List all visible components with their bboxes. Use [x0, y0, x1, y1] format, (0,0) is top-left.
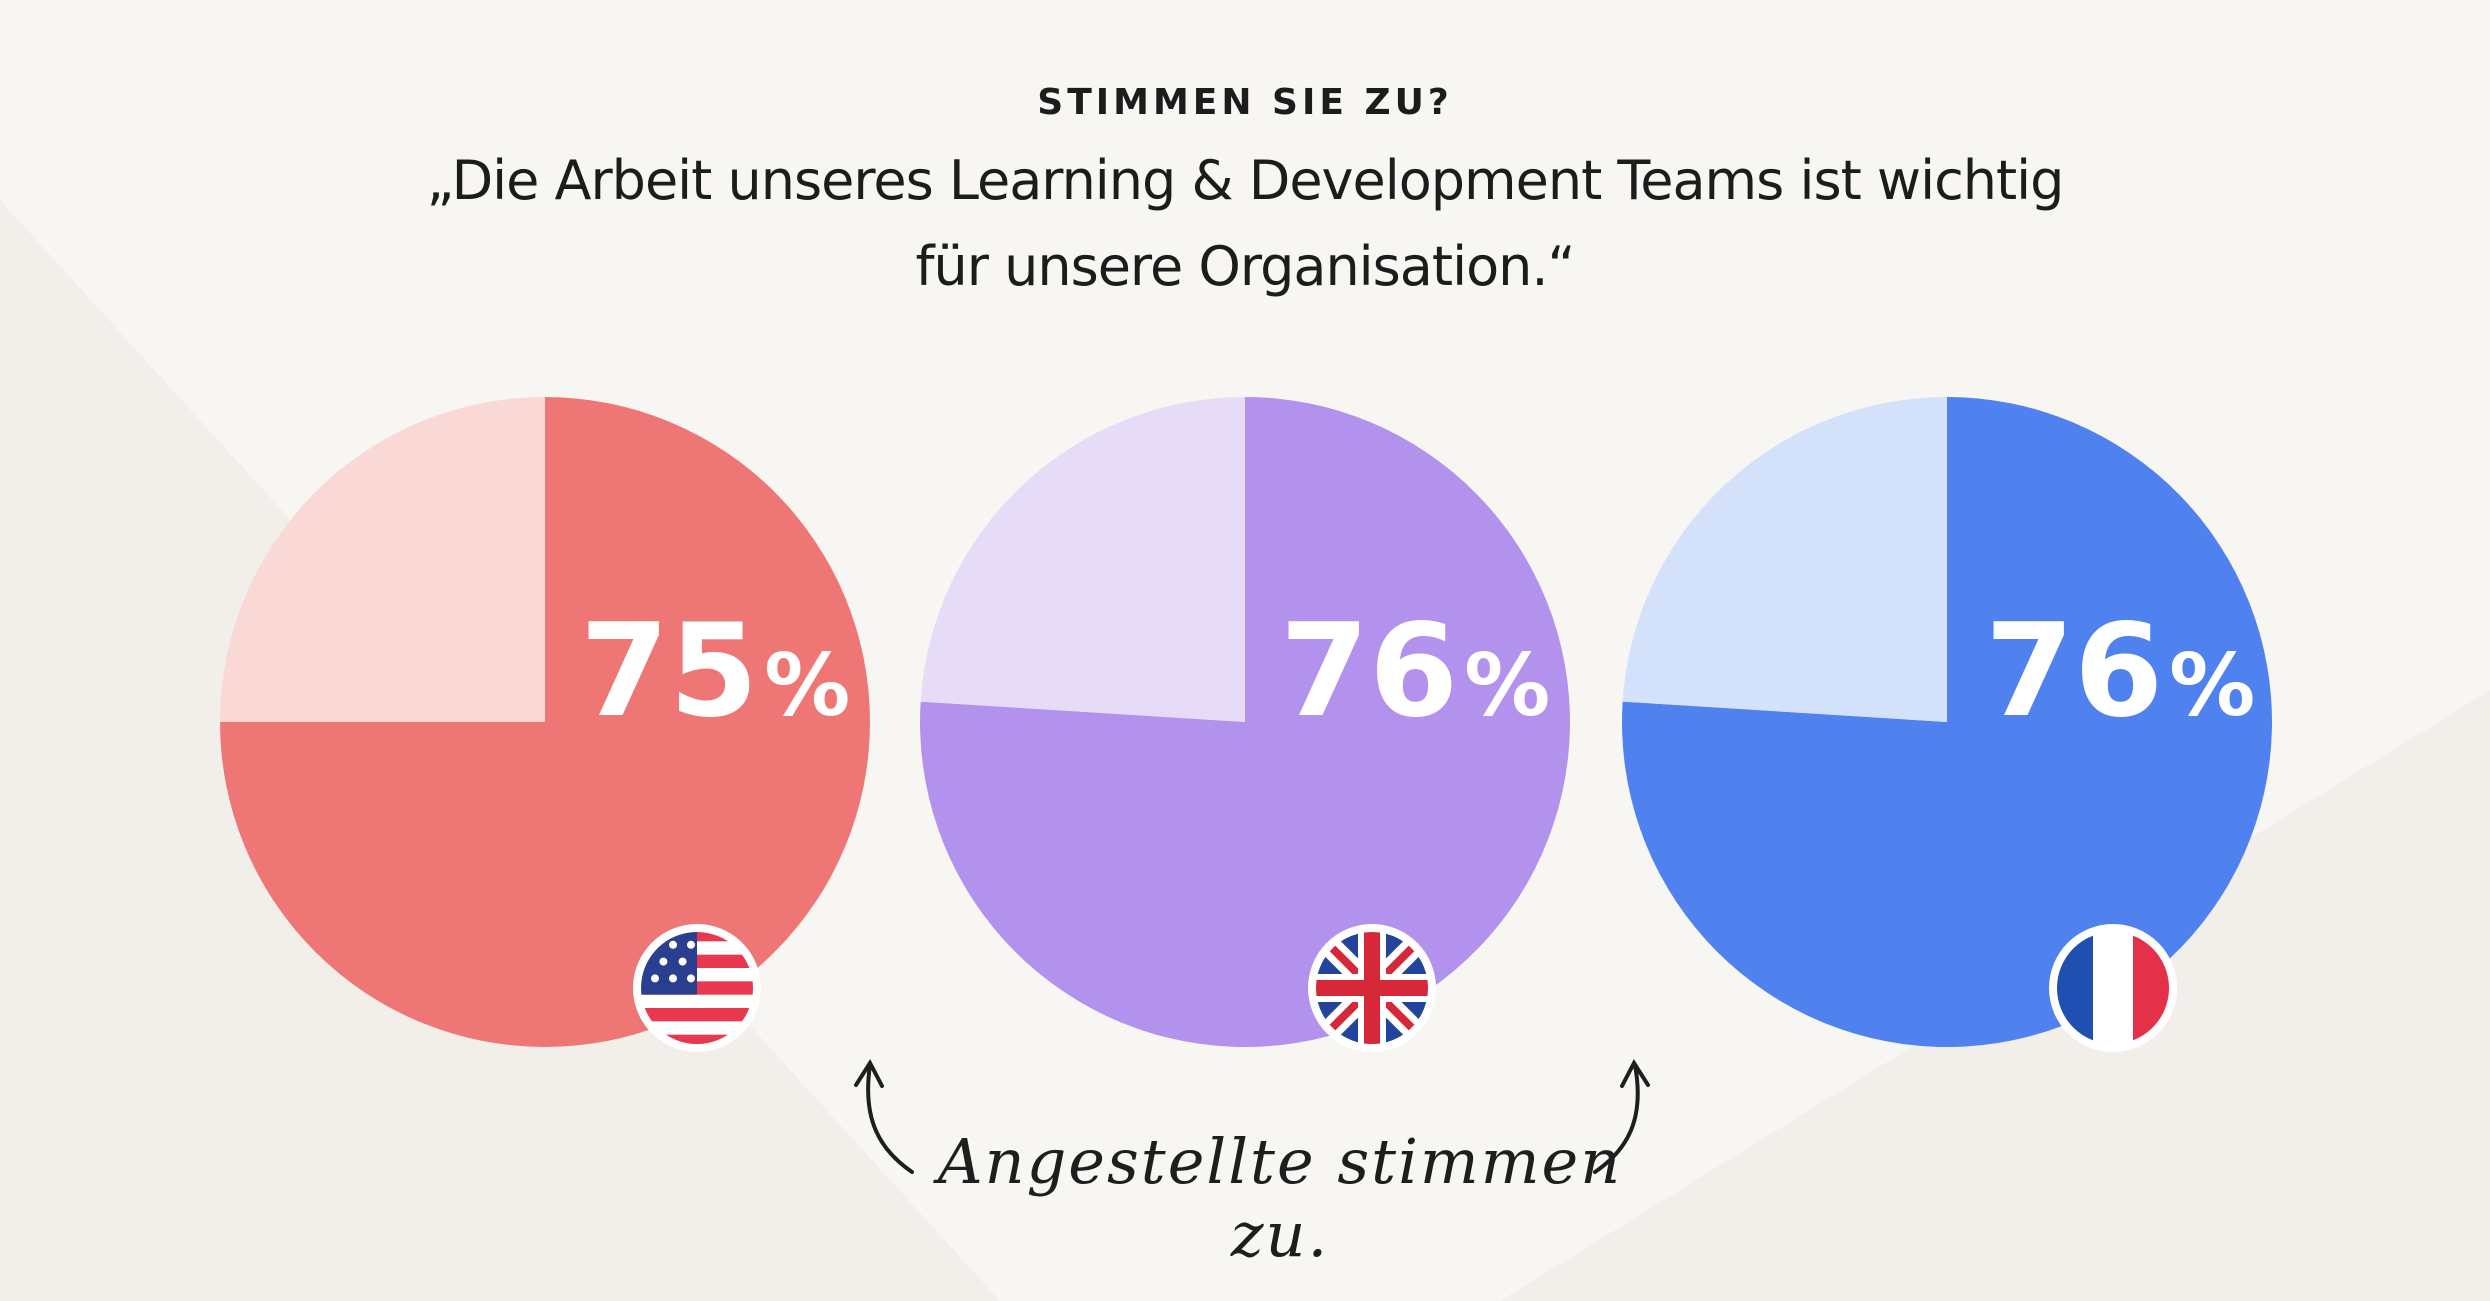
percentage-value: 76	[1280, 597, 1458, 746]
percent-sign: %	[2169, 636, 2255, 736]
pie-slice-other	[1622, 397, 1947, 722]
pie-chart-2: 76%	[919, 397, 1570, 1052]
percentage-label: 76%	[1985, 597, 2255, 746]
us-flag-icon	[633, 924, 761, 1052]
quote-line-2: für unsere Organisation.“	[915, 235, 1576, 298]
percent-sign: %	[764, 636, 850, 736]
question-eyebrow: STIMMEN SIE ZU?	[1037, 82, 1453, 123]
percent-sign: %	[1464, 636, 1550, 736]
percentage-value: 76	[1985, 597, 2163, 746]
percentage-label: 76%	[1280, 597, 1550, 746]
uk-flag-icon	[1308, 924, 1436, 1052]
percentage-label: 75%	[580, 597, 850, 746]
percentage-value: 75	[580, 597, 758, 746]
pie-slice-other	[220, 397, 545, 722]
pie-slice-other	[920, 397, 1245, 722]
pie-slice-agree	[919, 397, 1570, 1048]
quote-line-1: „Die Arbeit unseres Learning & Developme…	[426, 149, 2065, 212]
pie-chart-1: 75%	[220, 397, 870, 1052]
quote-text: „Die Arbeit unseres Learning & Developme…	[345, 138, 2145, 310]
pie-slice-agree	[1621, 397, 2272, 1047]
annotation-note: Angestellte stimmen zu.	[937, 1125, 1623, 1271]
france-flag-icon	[2049, 924, 2177, 1052]
pie-chart-3: 76%	[1621, 397, 2272, 1052]
